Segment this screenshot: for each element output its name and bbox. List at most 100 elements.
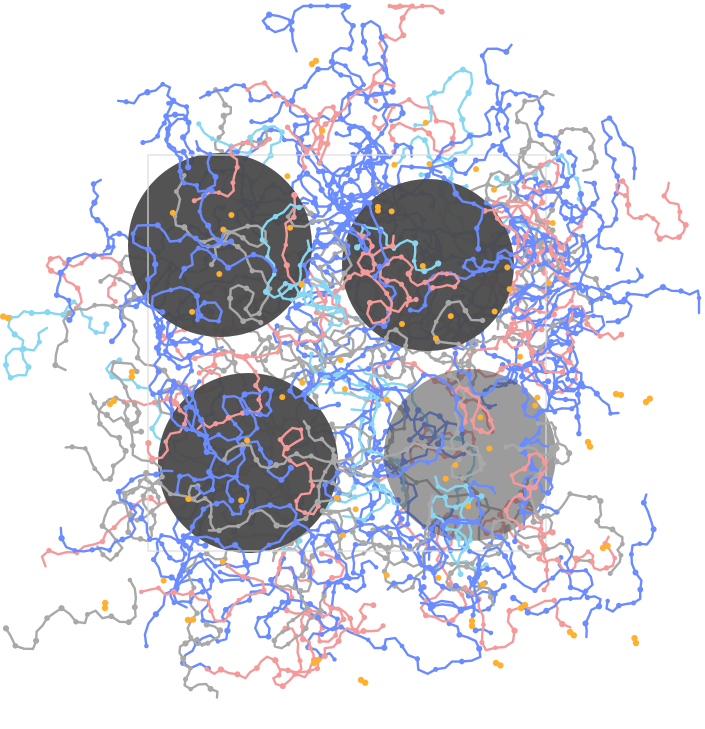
polymer-bead <box>295 301 303 308</box>
polymer-bead <box>580 313 586 319</box>
polymer-bead <box>339 226 346 233</box>
polymer-bead <box>332 340 338 345</box>
polymer-bead <box>216 190 222 195</box>
polymer-bead <box>344 333 350 339</box>
polymer-bead <box>301 108 307 113</box>
polymer-bead <box>382 360 388 365</box>
polymer-bead <box>324 182 331 188</box>
polymer-bead <box>282 137 287 143</box>
polymer-bead <box>301 262 307 268</box>
polymer-bead <box>586 494 593 501</box>
polymer-bead <box>446 620 452 627</box>
polymer-bead <box>284 124 291 130</box>
polymer-bead <box>341 2 349 10</box>
polymer-bead <box>66 310 73 317</box>
polymer-bead <box>131 401 138 408</box>
polymer-bead <box>304 277 311 284</box>
polymer-bead <box>390 83 396 89</box>
polymer-bead <box>325 533 331 539</box>
polymer-bead <box>295 150 303 158</box>
polymer-bead <box>357 345 362 351</box>
polymer-bead <box>128 517 134 523</box>
polymer-bead <box>318 186 325 193</box>
polymer-bead <box>631 600 636 606</box>
polymer-bead <box>199 589 206 595</box>
polymer-bead <box>205 222 212 229</box>
polymer-bead <box>218 239 224 245</box>
polymer-bead <box>225 563 231 569</box>
polymer-bead <box>638 273 644 279</box>
ion-bead <box>216 271 223 277</box>
polymer-bead <box>381 322 388 329</box>
polymer-bead <box>353 315 360 322</box>
polymer-bead <box>219 148 225 154</box>
polymer-bead <box>338 306 345 313</box>
polymer-bead <box>303 344 310 350</box>
polymer-bead <box>498 365 505 373</box>
ion-bead <box>546 280 553 287</box>
polymer-bead <box>253 382 259 389</box>
polymer-bead <box>609 526 616 533</box>
polymer-bead <box>408 145 414 151</box>
polymer-bead <box>47 255 54 262</box>
polymer-bead <box>347 46 353 52</box>
polymer-bead <box>243 285 250 292</box>
polymer-bead <box>308 403 315 410</box>
polymer-bead <box>523 194 530 201</box>
polymer-bead <box>500 91 506 96</box>
polymer-bead <box>506 359 511 364</box>
ion-bead <box>101 604 109 612</box>
polymer-bead <box>538 105 545 112</box>
polymer-bead <box>589 559 595 565</box>
polymer-bead <box>256 615 262 621</box>
polymer-bead <box>551 356 557 362</box>
polymer-bead <box>456 631 463 638</box>
polymer-bead <box>155 368 162 375</box>
polymer-bead <box>463 171 468 177</box>
polymer-bead <box>469 560 475 567</box>
polymer-bead <box>565 176 571 182</box>
polymer-bead <box>131 292 137 297</box>
polymer-bead <box>470 417 476 423</box>
polymer-bead <box>203 550 210 557</box>
polymer-bead <box>549 202 555 208</box>
polymer-bead <box>412 127 417 132</box>
polymer-bead <box>169 389 175 395</box>
polymer-bead <box>152 611 160 618</box>
polymer-bead <box>343 583 351 590</box>
polymer-bead <box>257 411 263 418</box>
polymer-bead <box>247 134 254 141</box>
polymer-bead <box>377 446 384 453</box>
polymer-bead <box>388 375 394 381</box>
polymer-bead <box>382 555 389 561</box>
polymer-bead <box>304 605 310 611</box>
polymer-bead <box>613 246 620 254</box>
ion-pair <box>101 599 109 612</box>
polymer-bead <box>584 321 591 327</box>
polymer-bead <box>376 125 382 132</box>
polymer-bead <box>132 328 138 334</box>
polymer-bead <box>330 458 337 466</box>
ion-bead <box>310 659 318 667</box>
polymer-bead <box>590 200 597 207</box>
polymer-bead <box>532 172 538 178</box>
polymer-bead <box>157 480 163 486</box>
polymer-bead <box>285 314 291 321</box>
polymer-bead <box>475 597 481 603</box>
polymer-bead <box>207 594 212 600</box>
polymer-bead <box>544 247 550 253</box>
polymer-bead <box>150 391 156 397</box>
polymer-bead <box>347 615 354 622</box>
polymer-bead <box>180 148 187 155</box>
polymer-bead <box>360 412 365 418</box>
polymer-bead <box>180 568 186 574</box>
polymer-bead <box>548 249 554 254</box>
polymer-bead <box>475 561 482 568</box>
polymer-bead <box>338 72 344 78</box>
ion-bead <box>491 308 498 315</box>
polymer-bead <box>211 347 217 354</box>
polymer-bead <box>382 66 389 73</box>
polymer-bead <box>551 302 558 309</box>
polymer-bead <box>301 145 307 151</box>
